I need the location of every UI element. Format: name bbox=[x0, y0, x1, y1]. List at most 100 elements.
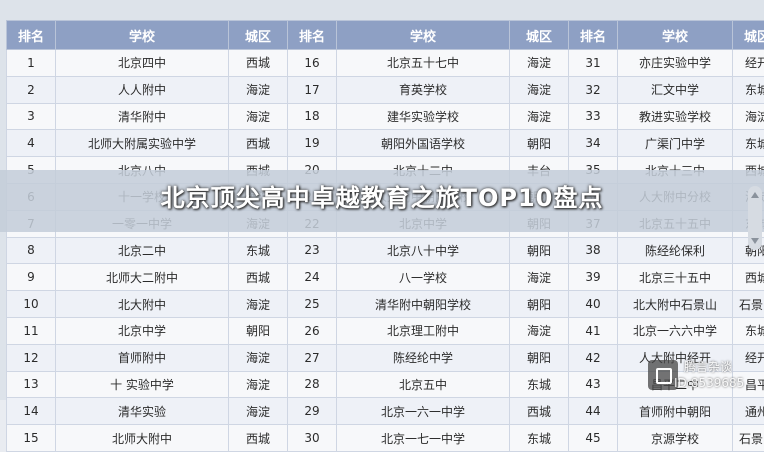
table-row: 14清华实验海淀29北京一六一中学西城44首师附中朝阳通州 bbox=[7, 398, 764, 425]
rank-cell: 24 bbox=[288, 264, 337, 291]
rank-cell: 38 bbox=[569, 237, 618, 264]
district-cell: 石景山 bbox=[733, 291, 764, 318]
district-cell: 西城 bbox=[510, 398, 569, 425]
table-row: 9北师大二附中西城24八一学校海淀39北京三十五中西城 bbox=[7, 264, 764, 291]
district-cell: 石景山 bbox=[733, 425, 764, 452]
district-cell: 西城 bbox=[229, 50, 288, 77]
district-cell: 海淀 bbox=[229, 398, 288, 425]
rank-cell: 41 bbox=[569, 317, 618, 344]
watermark-line2: ID:8539685 bbox=[674, 376, 744, 390]
table-row: 1北京四中西城16北京五十七中海淀31亦庄实验中学经开 bbox=[7, 50, 764, 77]
district-cell: 东城 bbox=[733, 317, 764, 344]
school-cell: 育英学校 bbox=[337, 76, 510, 103]
school-cell: 北京八十中学 bbox=[337, 237, 510, 264]
district-cell: 海淀 bbox=[510, 317, 569, 344]
table-row: 2人人附中海淀17育英学校海淀32汇文中学东城 bbox=[7, 76, 764, 103]
school-cell: 北大附中 bbox=[56, 291, 229, 318]
table-row: 10北大附中海淀25清华附中朝阳学校朝阳40北大附中石景山石景山 bbox=[7, 291, 764, 318]
district-cell: 朝阳 bbox=[510, 130, 569, 157]
rank-cell: 44 bbox=[569, 398, 618, 425]
rank-cell: 13 bbox=[7, 371, 56, 398]
rank-cell: 8 bbox=[7, 237, 56, 264]
school-cell: 陈经纶中学 bbox=[337, 344, 510, 371]
school-cell: 陈经纶保利 bbox=[618, 237, 733, 264]
banner-title: 北京顶尖高中卓越教育之旅TOP10盘点 bbox=[0, 178, 764, 213]
rank-cell: 18 bbox=[288, 103, 337, 130]
district-cell: 朝阳 bbox=[510, 344, 569, 371]
rank-cell: 30 bbox=[288, 425, 337, 452]
school-cell: 北京中学 bbox=[56, 317, 229, 344]
header-school-2: 学校 bbox=[337, 21, 510, 50]
school-cell: 人人附中 bbox=[56, 76, 229, 103]
header-district-1: 城区 bbox=[229, 21, 288, 50]
district-cell: 海淀 bbox=[510, 103, 569, 130]
rank-cell: 10 bbox=[7, 291, 56, 318]
header-school-3: 学校 bbox=[618, 21, 733, 50]
district-cell: 经开 bbox=[733, 50, 764, 77]
scrollbar-icon[interactable] bbox=[748, 186, 762, 250]
rank-cell: 9 bbox=[7, 264, 56, 291]
table-header-row: 排名 学校 城区 排名 学校 城区 排名 学校 城区 bbox=[7, 21, 764, 50]
district-cell: 海淀 bbox=[733, 103, 764, 130]
rank-cell: 19 bbox=[288, 130, 337, 157]
district-cell: 海淀 bbox=[510, 50, 569, 77]
school-cell: 北大附中石景山 bbox=[618, 291, 733, 318]
school-cell: 北师大二附中 bbox=[56, 264, 229, 291]
header-district-2: 城区 bbox=[510, 21, 569, 50]
header-school-1: 学校 bbox=[56, 21, 229, 50]
school-cell: 清华附中 bbox=[56, 103, 229, 130]
school-cell: 北京五中 bbox=[337, 371, 510, 398]
table-row: 15北师大附中西城30北京一七一中学东城45京源学校石景山 bbox=[7, 425, 764, 452]
rank-cell: 4 bbox=[7, 130, 56, 157]
school-cell: 北京三十五中 bbox=[618, 264, 733, 291]
school-cell: 广渠门中学 bbox=[618, 130, 733, 157]
school-cell: 清华实验 bbox=[56, 398, 229, 425]
school-cell: 教进实验学校 bbox=[618, 103, 733, 130]
district-cell: 东城 bbox=[733, 76, 764, 103]
district-cell: 海淀 bbox=[229, 344, 288, 371]
district-cell: 海淀 bbox=[229, 76, 288, 103]
rank-cell: 34 bbox=[569, 130, 618, 157]
school-cell: 京源学校 bbox=[618, 425, 733, 452]
district-cell: 东城 bbox=[733, 130, 764, 157]
rank-cell: 11 bbox=[7, 317, 56, 344]
rank-cell: 2 bbox=[7, 76, 56, 103]
rank-cell: 45 bbox=[569, 425, 618, 452]
rank-cell: 23 bbox=[288, 237, 337, 264]
header-rank-1: 排名 bbox=[7, 21, 56, 50]
scroll-up-arrow-icon[interactable] bbox=[751, 192, 759, 198]
header-district-3: 城区 bbox=[733, 21, 764, 50]
rank-cell: 39 bbox=[569, 264, 618, 291]
district-cell: 海淀 bbox=[229, 371, 288, 398]
school-cell: 北京四中 bbox=[56, 50, 229, 77]
school-cell: 北京理工附中 bbox=[337, 317, 510, 344]
district-cell: 海淀 bbox=[229, 103, 288, 130]
rank-cell: 27 bbox=[288, 344, 337, 371]
school-cell: 汇文中学 bbox=[618, 76, 733, 103]
rank-cell: 15 bbox=[7, 425, 56, 452]
scroll-down-arrow-icon[interactable] bbox=[751, 238, 759, 244]
rank-cell: 25 bbox=[288, 291, 337, 318]
table-row: 4北师大附属实验中学西城19朝阳外国语学校朝阳34广渠门中学东城 bbox=[7, 130, 764, 157]
school-cell: 清华附中朝阳学校 bbox=[337, 291, 510, 318]
district-cell: 东城 bbox=[229, 237, 288, 264]
rank-cell: 43 bbox=[569, 371, 618, 398]
school-cell: 北京一七一中学 bbox=[337, 425, 510, 452]
rank-cell: 33 bbox=[569, 103, 618, 130]
rank-cell: 17 bbox=[288, 76, 337, 103]
school-cell: 北师大附属实验中学 bbox=[56, 130, 229, 157]
rank-cell: 31 bbox=[569, 50, 618, 77]
rank-cell: 26 bbox=[288, 317, 337, 344]
rank-cell: 40 bbox=[569, 291, 618, 318]
district-cell: 海淀 bbox=[510, 264, 569, 291]
district-cell: 西城 bbox=[229, 425, 288, 452]
rank-cell: 42 bbox=[569, 344, 618, 371]
rank-cell: 32 bbox=[569, 76, 618, 103]
district-cell: 朝阳 bbox=[510, 237, 569, 264]
watermark: 腾言杂谈 ID:8539685 bbox=[640, 354, 764, 400]
header-rank-2: 排名 bbox=[288, 21, 337, 50]
school-cell: 十 实验中学 bbox=[56, 371, 229, 398]
school-cell: 北京一六一中学 bbox=[337, 398, 510, 425]
district-cell: 西城 bbox=[229, 130, 288, 157]
school-cell: 朝阳外国语学校 bbox=[337, 130, 510, 157]
